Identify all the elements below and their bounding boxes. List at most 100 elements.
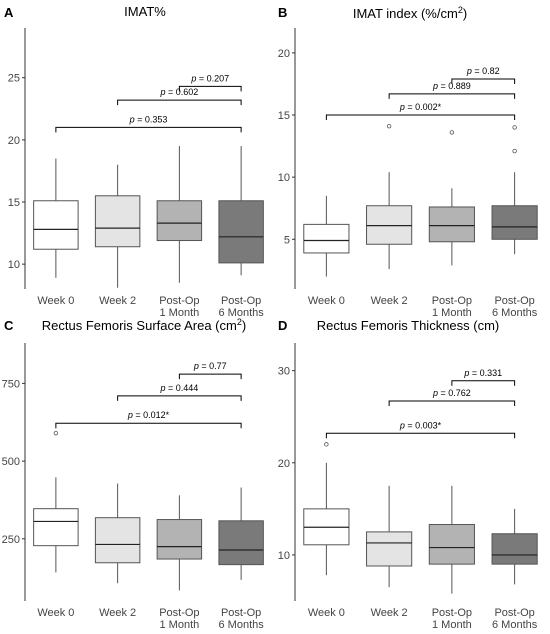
x-tick-label: Week 2 <box>371 607 408 619</box>
box-body <box>156 519 203 560</box>
y-tick-label: 20 <box>278 48 290 60</box>
comparison-bracket: p = 0.012* <box>55 410 242 429</box>
panel-B: B IMAT index (%/cm2) 5 10 15 20 Week 0 Week 2 Po… <box>278 5 538 319</box>
y-tick-label: 250 <box>2 534 20 546</box>
bracket-line <box>117 99 242 106</box>
comparison-bracket: p = 0.002* <box>325 102 516 120</box>
bracket-line <box>178 373 242 380</box>
box-1 <box>303 195 350 277</box>
bracket-line <box>325 432 516 439</box>
panel-title: IMAT index (%/cm2) <box>353 5 467 21</box>
comparison-bracket: p = 0.003* <box>325 420 516 439</box>
box-body <box>428 524 475 565</box>
p-value-label: p = 0.77 <box>193 361 227 371</box>
y-tick-label: 5 <box>284 234 290 246</box>
x-tick-label: Week 0 <box>308 607 345 619</box>
y-tick-label: 750 <box>2 378 20 390</box>
bracket-line <box>55 422 242 429</box>
outlier-point <box>512 148 517 154</box>
box-4 <box>218 487 264 580</box>
box-2 <box>366 485 413 588</box>
panel-letter: A <box>4 5 14 20</box>
bracket-line <box>388 400 516 407</box>
box-body <box>33 508 79 547</box>
box-body <box>491 533 538 565</box>
p-value-label: p = 0.762 <box>432 388 471 398</box>
comparison-bracket: p = 0.207 <box>178 73 242 92</box>
comparison-bracket: p = 0.331 <box>451 368 516 386</box>
box-body <box>218 200 264 264</box>
box-2 <box>366 123 413 270</box>
x-tick-label: Week 0 <box>37 295 74 307</box>
p-value-label: p = 0.444 <box>159 383 198 393</box>
panel-A: A IMAT% 10 15 20 25 Week 0 Week 2 Post-Op 1 Month… <box>4 4 264 319</box>
bracket-line <box>325 114 516 120</box>
box-1 <box>303 442 350 576</box>
box-body <box>33 200 79 250</box>
x-tick-label: Week 2 <box>371 295 408 307</box>
comparison-bracket: p = 0.444 <box>117 383 242 401</box>
p-value-label: p = 0.889 <box>432 81 471 91</box>
comparison-bracket: p = 0.77 <box>178 361 242 380</box>
x-tick-label: Post-Op 1 Month <box>159 295 199 319</box>
x-tick-label: Week 0 <box>308 295 345 307</box>
p-value-label: p = 0.331 <box>463 368 502 378</box>
panel-D: D Rectus Femoris Thickness (cm) 10 20 30 Week… <box>278 318 538 631</box>
outlier-point <box>449 130 455 135</box>
p-value-label: p = 0.82 <box>466 66 500 76</box>
bracket-line <box>178 85 242 92</box>
panel-title: Rectus Femoris Surface Area (cm2) <box>42 317 246 333</box>
panel-title: IMAT% <box>124 4 166 19</box>
y-tick-label: 30 <box>278 366 290 378</box>
box-body <box>218 520 264 566</box>
box-2 <box>94 164 141 288</box>
box-3 <box>156 495 203 591</box>
x-tick-label: Week 2 <box>99 295 136 307</box>
y-tick-label: 10 <box>8 259 20 271</box>
comparison-bracket: p = 0.82 <box>451 66 516 84</box>
comparison-bracket: p = 0.602 <box>117 87 242 106</box>
panel-C: C Rectus Femoris Surface Area (cm2) 250 500… <box>2 317 265 631</box>
bracket-line <box>451 78 516 84</box>
p-value-label: p = 0.002* <box>399 102 442 112</box>
p-value-label: p = 0.602 <box>159 87 198 97</box>
p-value-label: p = 0.003* <box>399 420 442 430</box>
box-body <box>156 200 203 242</box>
x-tick-label: Post-Op 1 Month <box>432 295 472 319</box>
box-body <box>94 517 141 564</box>
box-4 <box>218 146 264 276</box>
y-tick-label: 15 <box>278 110 290 122</box>
box-body <box>366 205 413 245</box>
panel-letter: C <box>4 318 14 333</box>
box-2 <box>94 483 141 584</box>
panel-title: Rectus Femoris Thickness (cm) <box>317 318 500 333</box>
box-body <box>366 531 413 567</box>
y-tick-label: 25 <box>8 73 20 85</box>
y-tick-label: 10 <box>278 550 290 562</box>
bracket-line <box>451 380 516 386</box>
outlier-point <box>512 125 517 130</box>
x-tick-label: Post-Op 1 Month <box>159 607 199 629</box>
box-4 <box>491 125 538 255</box>
x-tick-label: Post-Op 6 Months <box>492 295 538 319</box>
y-tick-label: 20 <box>8 135 20 147</box>
box-3 <box>428 130 475 266</box>
y-tick-label: 10 <box>278 172 290 184</box>
comparison-bracket: p = 0.762 <box>388 388 516 407</box>
y-tick-label: 15 <box>8 197 20 209</box>
box-4 <box>491 508 538 585</box>
x-tick-label: Week 0 <box>37 607 74 619</box>
comparison-bracket: p = 0.889 <box>388 81 516 99</box>
y-tick-label: 20 <box>278 458 290 470</box>
box-body <box>94 195 141 248</box>
x-tick-label: Post-Op 6 Months <box>219 295 265 319</box>
outlier-point <box>386 123 392 129</box>
box-body <box>428 206 475 243</box>
outlier-point <box>53 430 59 436</box>
p-value-label: p = 0.012* <box>127 410 170 420</box>
box-3 <box>428 485 475 594</box>
x-tick-label: Post-Op 6 Months <box>219 607 265 629</box>
box-body <box>303 223 350 254</box>
comparison-bracket: p = 0.353 <box>55 114 242 133</box>
